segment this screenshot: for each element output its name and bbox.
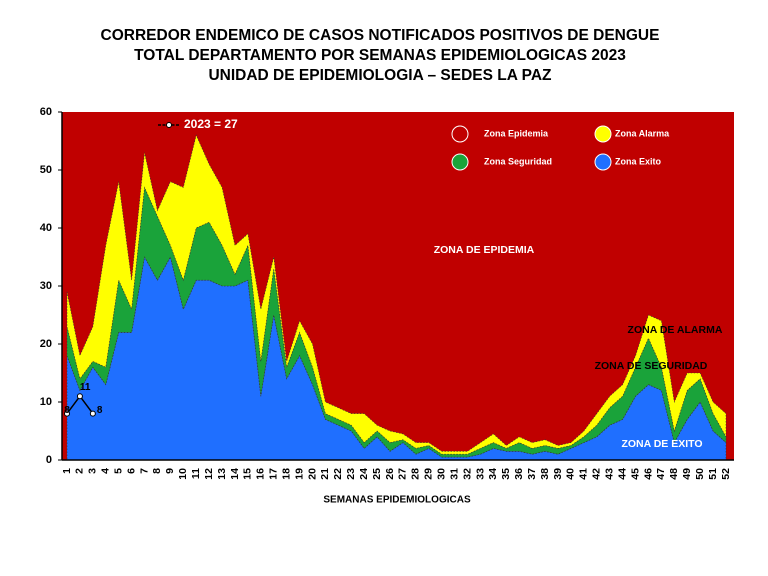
- x-tick-label: 42: [591, 468, 603, 480]
- legend-label: Zona Seguridad: [484, 156, 552, 166]
- x-tick-label: 52: [720, 468, 732, 480]
- x-tick-label: 22: [332, 468, 344, 480]
- x-tick-label: 26: [384, 468, 396, 480]
- line-point: [64, 410, 70, 417]
- x-tick-label: 34: [487, 468, 499, 480]
- line-point: [89, 410, 96, 417]
- x-tick-label: 31: [448, 468, 460, 480]
- y-tick-label: 60: [40, 106, 52, 118]
- x-tick-label: 40: [565, 468, 577, 480]
- x-tick-label: 23: [345, 468, 357, 480]
- x-tick-label: 6: [125, 468, 137, 474]
- x-tick-label: 35: [500, 468, 512, 480]
- x-tick-label: 18: [280, 468, 292, 480]
- x-tick-label: 50: [694, 468, 706, 480]
- x-tick-label: 30: [436, 468, 448, 480]
- x-tick-label: 33: [474, 468, 486, 480]
- x-tick-label: 14: [229, 468, 241, 480]
- y-tick-label: 30: [40, 280, 52, 292]
- x-tick-label: 49: [681, 468, 693, 480]
- x-tick-label: 19: [293, 468, 305, 480]
- legend-label: Zona Exito: [615, 156, 662, 166]
- chart-title: UNIDAD DE EPIDEMIOLOGIA – SEDES LA PAZ: [208, 67, 552, 84]
- legend-label: Zona Epidemia: [484, 128, 549, 138]
- x-axis-label: SEMANAS EPIDEMIOLOGICAS: [323, 495, 471, 506]
- x-tick-label: 1: [61, 468, 73, 474]
- legend-swatch: [451, 125, 469, 143]
- x-tick-label: 15: [242, 468, 254, 480]
- y-tick-label: 20: [40, 338, 52, 350]
- x-tick-label: 41: [578, 468, 590, 480]
- x-tick-label: 27: [397, 468, 409, 480]
- x-tick-label: 2: [74, 468, 86, 474]
- x-tick-label: 12: [203, 468, 215, 480]
- x-tick-label: 28: [410, 468, 422, 480]
- zone-label: ZONA DE ALARMA: [628, 324, 723, 336]
- zone-label: ZONA DE EPIDEMIA: [434, 244, 535, 256]
- x-tick-label: 10: [177, 468, 189, 480]
- x-tick-label: 46: [642, 468, 654, 480]
- x-tick-label: 37: [526, 468, 538, 480]
- annotation: 2023 = 27: [184, 117, 238, 131]
- x-tick-label: 3: [87, 468, 99, 474]
- y-tick-label: 10: [40, 396, 52, 408]
- legend-swatch: [594, 153, 612, 171]
- x-tick-label: 17: [268, 468, 280, 480]
- y-tick-label: 0: [46, 454, 52, 466]
- x-tick-label: 9: [164, 468, 176, 474]
- x-tick-label: 51: [707, 468, 719, 480]
- x-tick-label: 38: [539, 468, 551, 480]
- y-tick-label: 50: [40, 164, 52, 176]
- x-tick-label: 20: [306, 468, 318, 480]
- data-label: 11: [80, 382, 91, 393]
- x-tick-label: 44: [616, 468, 628, 480]
- data-label: 8: [97, 405, 103, 416]
- x-tick-label: 8: [151, 468, 163, 474]
- x-tick-label: 36: [513, 468, 525, 480]
- x-tick-label: 5: [112, 468, 124, 474]
- zone-label: ZONA DE EXITO: [621, 438, 702, 450]
- chart-title: TOTAL DEPARTAMENTO POR SEMANAS EPIDEMIOL…: [134, 47, 626, 64]
- x-tick-label: 29: [423, 468, 435, 480]
- x-tick-label: 39: [552, 468, 564, 480]
- chart-title: CORREDOR ENDEMICO DE CASOS NOTIFICADOS P…: [101, 27, 660, 44]
- x-tick-label: 4: [100, 468, 112, 474]
- legend-label: Zona Alarma: [615, 128, 670, 138]
- x-tick-label: 24: [358, 468, 370, 480]
- y-tick-label: 40: [40, 222, 52, 234]
- annotation-marker: [166, 122, 172, 128]
- x-tick-label: 32: [461, 468, 473, 480]
- area: [66, 134, 727, 455]
- x-tick-label: 25: [371, 468, 383, 480]
- x-tick-label: 43: [603, 468, 615, 480]
- x-tick-label: 11: [190, 468, 202, 479]
- x-tick-label: 16: [255, 468, 267, 480]
- zone-label: ZONA DE SEGURIDAD: [595, 360, 708, 372]
- x-tick-label: 47: [655, 468, 667, 480]
- x-tick-label: 21: [319, 468, 331, 480]
- x-tick-label: 7: [138, 468, 150, 474]
- line-point: [76, 393, 83, 400]
- x-tick-label: 48: [668, 468, 680, 480]
- legend-swatch: [594, 125, 612, 143]
- x-tick-label: 45: [629, 468, 641, 480]
- area: [66, 186, 727, 458]
- x-tick-label: 13: [216, 468, 228, 480]
- data-label: 8: [64, 405, 70, 416]
- legend-swatch: [451, 153, 469, 171]
